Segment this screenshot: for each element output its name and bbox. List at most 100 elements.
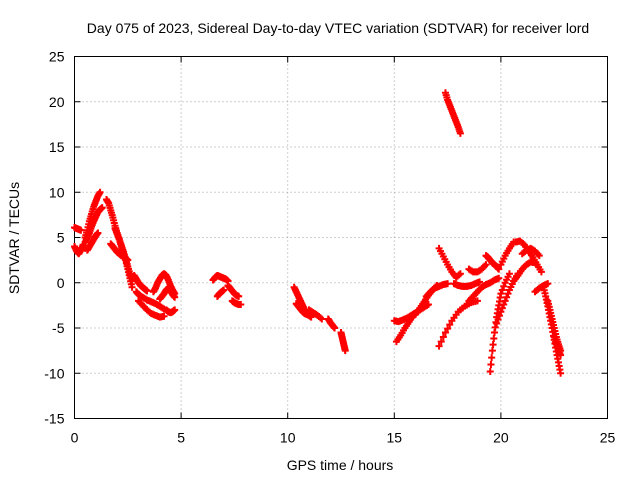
series-arc-37: [497, 238, 518, 269]
x-tick-label: 5: [177, 430, 185, 446]
y-tick-label: 25: [49, 49, 65, 65]
data-point: [495, 265, 503, 273]
plot-frame: [74, 56, 608, 419]
data-point: [128, 283, 136, 291]
data-point: [488, 354, 496, 362]
y-axis-label: SDTVAR / TECUs: [6, 182, 22, 294]
series-arc-23: [337, 329, 349, 355]
data-point: [531, 259, 539, 267]
data-point: [94, 229, 102, 237]
y-tick-label: 10: [49, 184, 65, 200]
series-arc-13: [156, 284, 179, 303]
data-point: [441, 329, 449, 337]
data-point: [456, 270, 464, 278]
data-point: [489, 341, 497, 349]
data-point: [96, 188, 104, 196]
x-tick-label: 15: [387, 430, 403, 446]
x-tick-label: 25: [600, 430, 616, 446]
series-arc-20: [292, 300, 315, 321]
y-axis: -15 -10 -5 0 5 10 15 20 25: [44, 49, 608, 427]
data-point: [446, 321, 454, 329]
data-point: [498, 304, 506, 312]
data-point: [476, 278, 484, 286]
series-arc-32: [465, 274, 503, 305]
data-point: [495, 312, 503, 320]
series-arc-33: [465, 261, 490, 276]
series-arc-3: [81, 188, 104, 241]
data-point: [493, 319, 501, 327]
data-point: [535, 252, 543, 260]
data-point: [544, 280, 552, 288]
series-arc-40: [518, 244, 543, 260]
data-point: [444, 280, 452, 288]
data-point: [160, 312, 168, 320]
series-arc-2: [71, 224, 85, 234]
series-arc-44: [550, 333, 565, 359]
y-tick-label: -15: [44, 411, 64, 427]
series-arc-10: [132, 288, 168, 313]
series-arc-25: [392, 311, 417, 346]
data-point: [77, 226, 85, 234]
data-point: [439, 333, 447, 341]
data-point: [503, 293, 511, 301]
data-point: [331, 324, 339, 332]
data-point: [473, 297, 481, 305]
data-point: [220, 286, 228, 294]
data-point: [505, 270, 513, 278]
data-point: [482, 261, 490, 269]
data-point: [98, 204, 106, 212]
series-arc-15: [209, 272, 232, 285]
data-point: [557, 351, 565, 359]
data-series: [71, 89, 565, 377]
series-arc-17: [224, 281, 243, 300]
data-point: [497, 308, 505, 316]
series-arc-21: [305, 306, 326, 323]
data-point: [488, 347, 496, 355]
y-tick-label: 0: [57, 275, 65, 291]
x-axis: 0 5 10 15 20 25: [71, 56, 616, 446]
data-point: [171, 293, 179, 301]
data-point: [501, 297, 509, 305]
y-tick-label: 5: [57, 230, 65, 246]
data-point: [557, 369, 565, 377]
series-arc-4: [81, 204, 106, 246]
x-tick-label: 10: [280, 430, 296, 446]
series-arc-34: [482, 252, 503, 273]
data-point: [487, 361, 495, 369]
grid: [74, 56, 608, 419]
series-arc-9: [130, 272, 151, 295]
series-arc-22: [324, 315, 339, 332]
series-arc-29: [435, 297, 481, 350]
data-point: [143, 287, 151, 295]
series-arc-30: [441, 89, 464, 137]
series-arc-39: [510, 258, 539, 285]
y-tick-label: -5: [52, 320, 65, 336]
series-arc-14: [162, 306, 179, 317]
series-arc-27: [422, 280, 452, 300]
data-point: [435, 342, 443, 350]
data-point: [171, 306, 179, 314]
x-tick-label: 20: [493, 430, 509, 446]
series-arc-5: [83, 229, 102, 254]
y-tick-label: -10: [44, 365, 64, 381]
data-point: [500, 300, 508, 308]
data-point: [444, 325, 452, 333]
data-point: [456, 129, 464, 137]
data-point: [498, 286, 506, 294]
data-point: [504, 290, 512, 298]
x-axis-label: GPS time / hours: [287, 457, 394, 473]
data-point: [537, 268, 545, 276]
chart-title: Day 075 of 2023, Sidereal Day-to-day VTE…: [87, 20, 589, 36]
series-arc-31: [450, 278, 484, 290]
series-arc-8: [111, 224, 136, 285]
y-tick-label: 20: [49, 94, 65, 110]
data-point: [237, 300, 245, 308]
series-arc-18: [228, 297, 245, 308]
data-point: [318, 315, 326, 323]
data-point: [500, 282, 508, 290]
y-tick-label: 15: [49, 139, 65, 155]
series-arc-28: [435, 244, 464, 281]
data-point: [495, 274, 503, 282]
data-point: [235, 292, 243, 300]
